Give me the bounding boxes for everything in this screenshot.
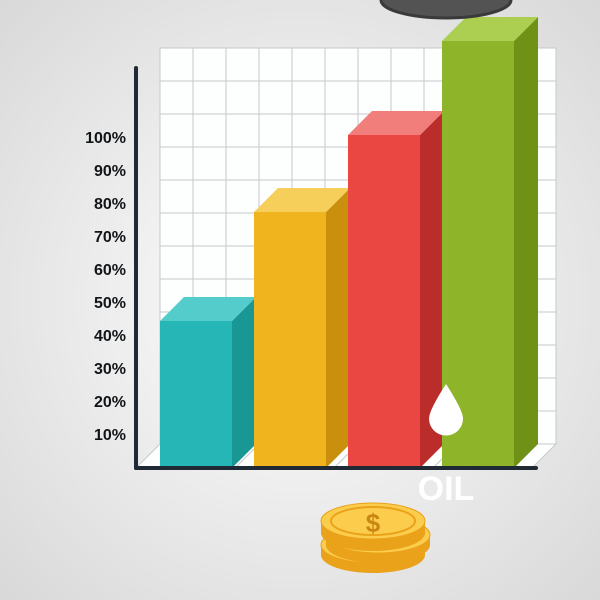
coin-stack: $	[321, 503, 430, 573]
ylabel-8: 90%	[94, 163, 126, 180]
ylabel-9: 100%	[85, 130, 126, 147]
dollar-icon: $	[366, 508, 381, 538]
bar-2	[348, 111, 444, 468]
ylabel-6: 70%	[94, 229, 126, 246]
bar-1	[254, 188, 350, 468]
ylabel-3: 40%	[94, 328, 126, 345]
bar-3	[442, 17, 538, 468]
ylabel-4: 50%	[94, 295, 126, 312]
bar-0	[160, 297, 256, 468]
ylabel-2: 30%	[94, 361, 126, 378]
ylabel-5: 60%	[94, 262, 126, 279]
ylabel-7: 80%	[94, 196, 126, 213]
barrel-label: OIL	[418, 470, 475, 508]
ylabel-0: 10%	[94, 427, 126, 444]
ylabel-1: 20%	[94, 394, 126, 411]
oil-infographic: 10% 20% 30% 40% 50% 60% 70% 80% 90% 100% OIL $	[0, 0, 600, 600]
